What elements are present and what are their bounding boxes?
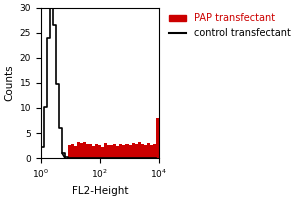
Bar — [113, 144, 116, 158]
Bar — [95, 144, 98, 158]
Bar — [89, 144, 92, 158]
Bar — [141, 144, 144, 158]
Legend: PAP transfectant, control transfectant: PAP transfectant, control transfectant — [165, 10, 295, 42]
Bar — [119, 144, 122, 158]
Bar — [153, 144, 156, 158]
Bar — [147, 143, 150, 158]
Bar — [131, 143, 135, 158]
Bar — [128, 145, 131, 158]
Bar — [110, 145, 113, 158]
Bar — [138, 142, 141, 158]
Bar — [92, 146, 95, 158]
Bar — [68, 145, 71, 158]
Bar — [80, 143, 83, 158]
Bar — [104, 143, 107, 158]
Bar — [77, 142, 80, 158]
X-axis label: FL2-Height: FL2-Height — [72, 186, 128, 196]
Bar — [98, 145, 101, 158]
Bar — [125, 144, 128, 158]
Bar — [116, 146, 119, 158]
Bar — [74, 146, 77, 158]
Bar — [107, 145, 110, 158]
Bar — [144, 145, 147, 158]
Bar — [86, 144, 89, 158]
Y-axis label: Counts: Counts — [4, 65, 14, 101]
Bar — [135, 144, 138, 158]
Bar — [150, 145, 153, 158]
Bar — [101, 147, 104, 158]
Bar — [83, 142, 86, 158]
Bar — [156, 118, 159, 158]
Bar — [71, 144, 74, 158]
Bar — [122, 145, 125, 158]
